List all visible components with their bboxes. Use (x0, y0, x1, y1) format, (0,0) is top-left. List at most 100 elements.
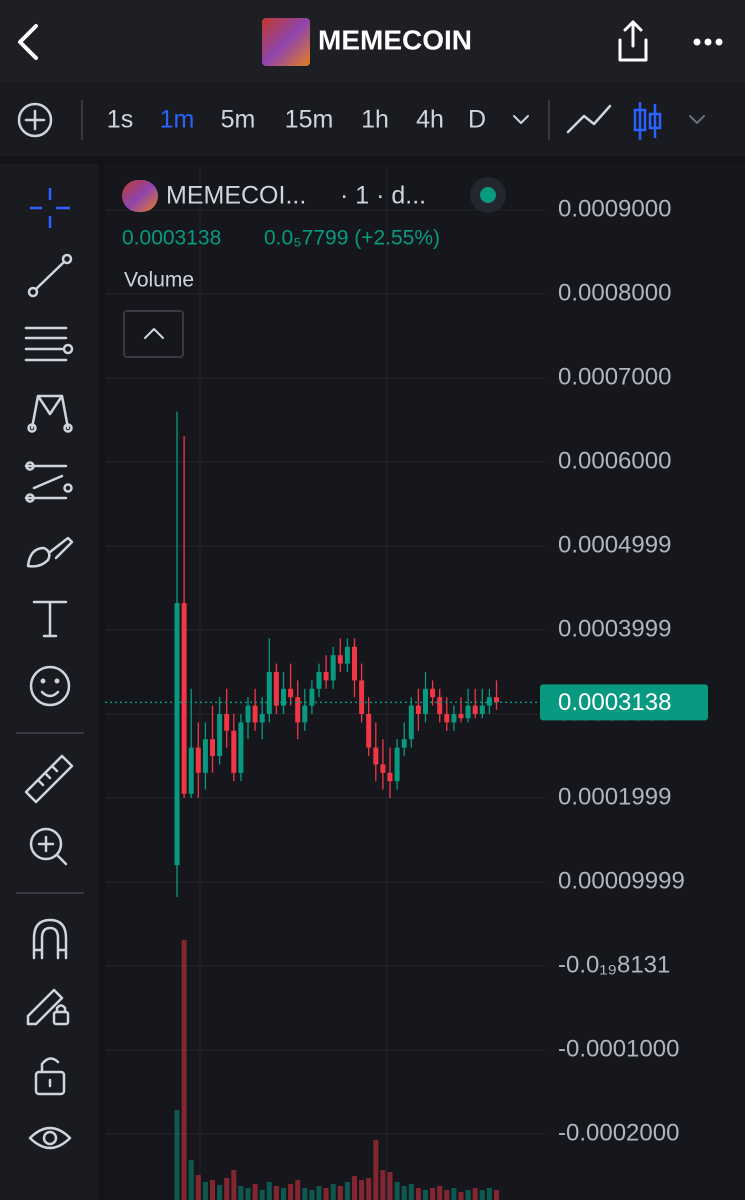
volume-bar (210, 1180, 215, 1200)
candle-body (316, 672, 322, 689)
trend-line-tool[interactable] (27, 253, 73, 298)
y-tick-label: -0.0001000 (558, 1035, 679, 1062)
candle-body (266, 672, 272, 714)
candle-body (408, 705, 414, 740)
candle-body (259, 713, 265, 723)
volume-bar (259, 1190, 265, 1200)
volume-bar (366, 1178, 372, 1200)
volume-bar (323, 1188, 329, 1200)
back-button[interactable] (18, 24, 38, 60)
volume-bar (486, 1188, 492, 1200)
more-button[interactable] (693, 38, 723, 46)
unlock-tool[interactable] (34, 1057, 66, 1096)
candle-body (465, 705, 471, 719)
volume-bar (288, 1184, 294, 1200)
text-tool[interactable] (32, 600, 68, 638)
chart-type-dropdown[interactable] (689, 115, 705, 124)
volume-bar (458, 1192, 464, 1200)
volume-bar (316, 1186, 322, 1200)
candle-body (451, 713, 457, 723)
candle-body (387, 772, 393, 782)
candle-body (295, 697, 301, 723)
volume-bar (408, 1184, 414, 1200)
collapse-icon (144, 328, 164, 339)
candle-body (479, 705, 485, 714)
candle-body (373, 747, 379, 765)
candle-body (281, 688, 286, 706)
fib-tool[interactable] (24, 326, 74, 362)
legend-avatar (122, 180, 158, 212)
legend-interval: · 1 · d... (340, 182, 426, 210)
volume-bar (359, 1180, 365, 1200)
add-indicator-button[interactable] (17, 102, 53, 138)
lock-drawings-tool[interactable] (26, 988, 70, 1026)
volume-bar (238, 1186, 244, 1200)
candle-body (252, 705, 258, 723)
brush-tool[interactable] (26, 536, 74, 568)
header-title: MEMECOIN (318, 24, 472, 55)
interval-dropdown[interactable] (513, 115, 529, 124)
y-tick-label: -0.0002000 (558, 1119, 679, 1146)
interval-button[interactable]: 1m (160, 106, 195, 134)
volume-bar (423, 1190, 428, 1200)
visibility-tool[interactable] (28, 1126, 72, 1150)
volume-bar (217, 1185, 223, 1200)
volume-bar (302, 1188, 308, 1200)
pattern-tool[interactable] (27, 394, 73, 433)
coin-avatar (262, 18, 310, 66)
y-tick-label: 0.0004999 (558, 531, 671, 558)
last-price-box (540, 684, 708, 721)
candle-body (210, 739, 215, 756)
interval-button[interactable]: 4h (416, 106, 444, 134)
volume-bar (174, 1110, 180, 1200)
magnet-tool[interactable] (32, 918, 68, 960)
candle-body (181, 603, 187, 794)
y-tick-label: 0.00009999 (558, 867, 685, 894)
candle-body (430, 688, 436, 698)
status-dot (480, 187, 496, 203)
y-tick-label: 0.0006000 (558, 447, 671, 474)
crosshair-tool[interactable] (30, 188, 70, 228)
volume-bar (181, 940, 187, 1200)
candle-body (394, 747, 400, 782)
candle-body (273, 672, 279, 706)
candle-body (486, 697, 492, 706)
candle-body (195, 747, 201, 773)
share-button[interactable] (618, 20, 648, 62)
volume-bar (231, 1170, 237, 1200)
volume-bar (451, 1188, 457, 1200)
candle-body (174, 603, 180, 866)
candle-chart-button[interactable] (633, 102, 662, 140)
line-chart-button[interactable] (566, 104, 612, 134)
candle-body (352, 646, 357, 681)
y-tick-label: 0.0003999 (558, 615, 671, 642)
measure-tool[interactable] (24, 754, 74, 804)
candle-body (202, 739, 208, 773)
volume-bar (387, 1172, 393, 1200)
candle-body (423, 688, 428, 714)
interval-button[interactable]: 1s (107, 106, 133, 134)
candle-body (472, 705, 478, 714)
interval-button[interactable]: 15m (285, 106, 334, 134)
collapse-button[interactable] (123, 310, 184, 358)
zoom-tool[interactable] (29, 827, 68, 866)
candle-body (344, 646, 350, 664)
drawing-toolbar (0, 164, 98, 1200)
emoji-tool[interactable] (29, 665, 71, 707)
interval-button[interactable]: D (468, 106, 486, 134)
candle-body (458, 713, 464, 719)
interval-button[interactable]: 1h (361, 106, 389, 134)
volume-bar (444, 1190, 450, 1200)
interval-button[interactable]: 5m (221, 106, 256, 134)
candle-body (380, 764, 386, 773)
last-price-label: 0.0003138 (558, 689, 671, 716)
volume-bar (224, 1178, 230, 1200)
forecast-tool[interactable] (24, 461, 73, 503)
volume-bar (188, 1160, 194, 1200)
y-tick-label: 0.0008000 (558, 279, 671, 306)
candle-body (245, 705, 251, 723)
candle-body (224, 713, 230, 731)
candle-body (437, 697, 443, 714)
